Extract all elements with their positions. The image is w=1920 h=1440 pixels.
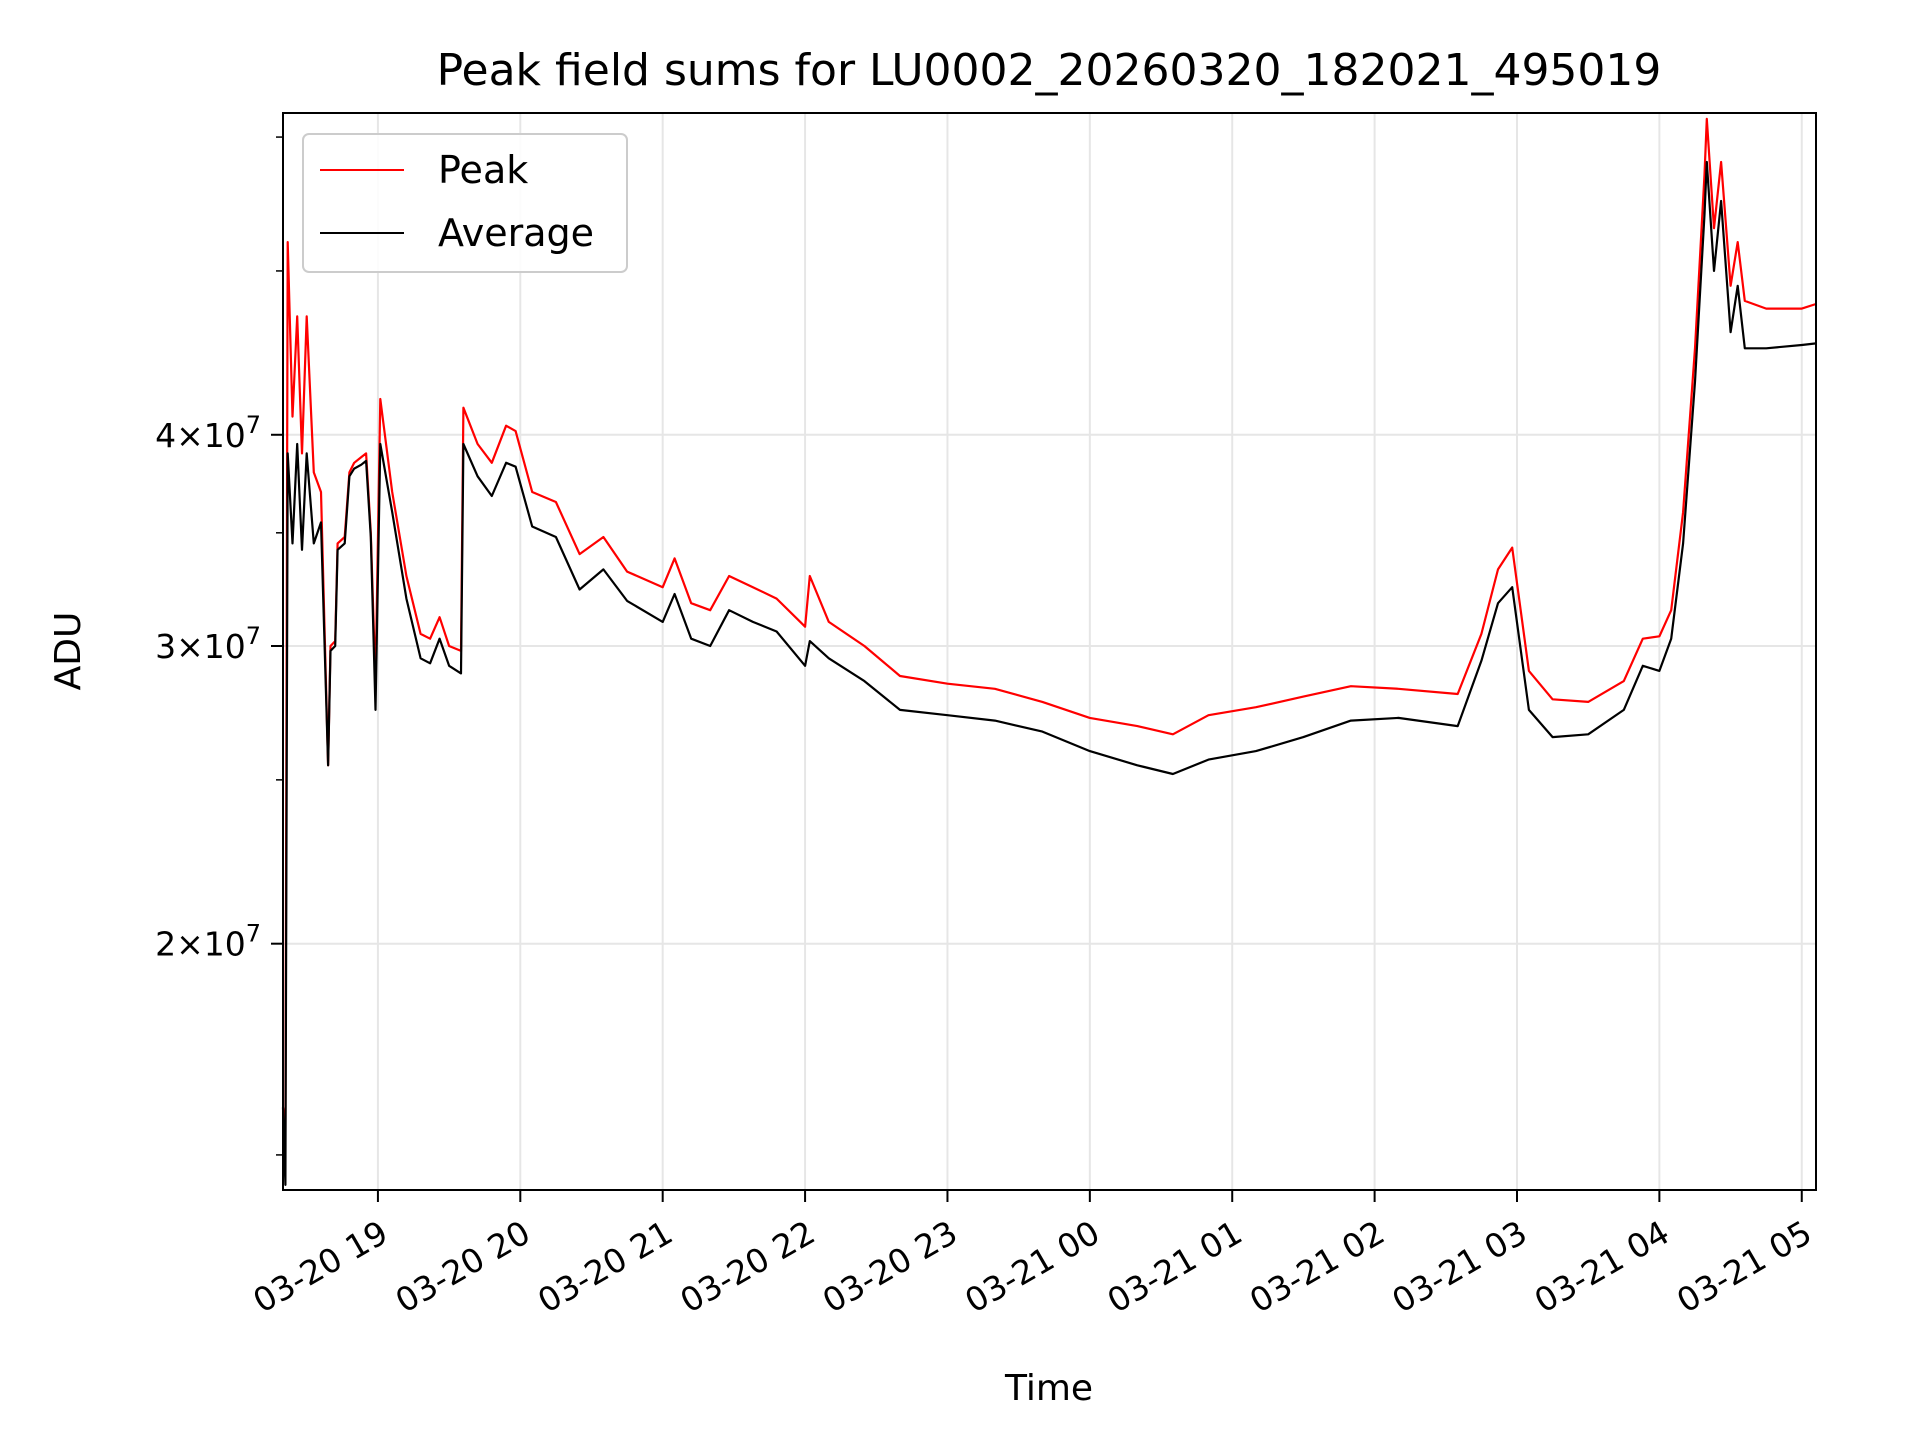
chart-title: Peak field sums for LU0002_20260320_1820…: [437, 45, 1662, 96]
y-tick-label: 2×107: [155, 920, 261, 964]
legend-label-peak: Peak: [438, 148, 528, 192]
y-axis-ticks: 2×107 3×107 4×107: [155, 136, 283, 1156]
legend-label-average: Average: [438, 211, 594, 255]
y-tick-label: 3×107: [155, 622, 261, 666]
y-axis-label: ADU: [48, 612, 89, 691]
y-tick-label: 4×107: [155, 411, 261, 455]
series-lines: [281, 117, 1817, 1187]
x-axis-label: Time: [1004, 1368, 1093, 1409]
plot-frame: [282, 112, 1817, 1191]
legend-box: [302, 133, 628, 273]
legend: Peak Average: [302, 133, 628, 273]
grid: [283, 113, 1816, 1190]
series-line-average: [281, 160, 1817, 1187]
